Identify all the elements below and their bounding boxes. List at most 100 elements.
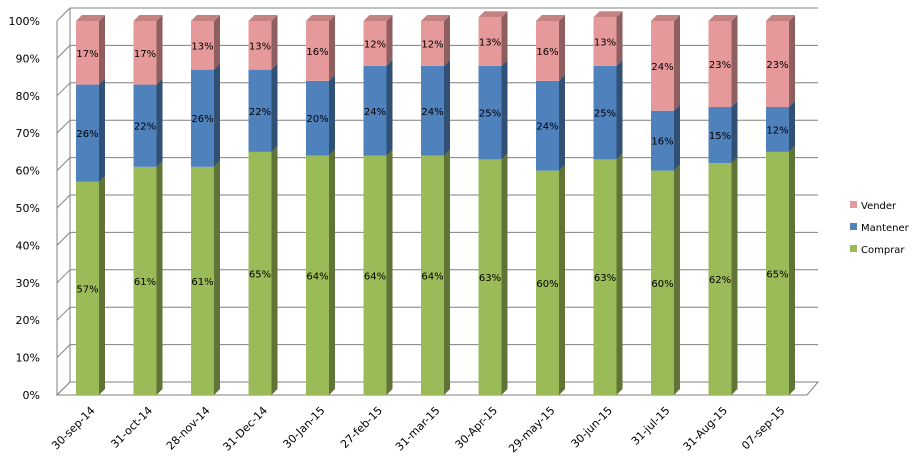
bar-segment-mantener	[593, 65, 617, 160]
bar-segment-mantener	[191, 69, 214, 167]
data-label: 13%	[191, 41, 213, 52]
data-label: 63%	[479, 273, 501, 284]
bar-side-vender	[731, 15, 738, 108]
side-gridline	[56, 194, 71, 209]
bar-side-mantener	[386, 59, 393, 156]
data-label: 12%	[421, 39, 443, 50]
bar-segment-comprar	[306, 155, 329, 395]
x-tick-label: 07-sep-15	[739, 404, 787, 452]
bar-side-mantener	[789, 101, 795, 152]
bar-segment-comprar	[421, 155, 444, 395]
bar-top	[593, 11, 623, 18]
bar-side-comprar	[559, 164, 565, 395]
legend-swatch-mantener	[850, 223, 857, 230]
bar-side-comprar	[444, 149, 450, 395]
bar-side-mantener	[501, 59, 508, 160]
y-tick-label: 0%	[23, 389, 40, 402]
side-gridline	[56, 157, 71, 171]
bar-side-mantener	[559, 74, 565, 171]
data-label: 65%	[249, 269, 271, 280]
side-gridline	[56, 119, 71, 134]
data-label: 25%	[479, 109, 501, 120]
bar-top	[363, 15, 393, 21]
data-label: 63%	[594, 273, 616, 284]
data-label: 65%	[766, 269, 788, 280]
data-label: 13%	[249, 41, 271, 52]
x-tick-label: 30-Jan-15	[281, 404, 328, 451]
bar-side-vender	[386, 15, 393, 66]
x-tick-label: 29-may-15	[506, 404, 557, 455]
data-label: 62%	[709, 275, 731, 286]
data-label: 12%	[364, 39, 386, 50]
data-label: 22%	[249, 107, 271, 118]
y-tick-label: 50%	[16, 202, 40, 215]
bar-top	[421, 15, 450, 21]
bar-segment-comprar	[766, 151, 789, 395]
data-label: 17%	[134, 49, 156, 60]
data-label: 26%	[76, 129, 98, 140]
side-gridline	[56, 344, 71, 358]
data-label: 16%	[306, 47, 328, 58]
data-label: 20%	[306, 114, 328, 125]
data-label: 23%	[766, 60, 788, 71]
bar-side-mantener	[731, 101, 738, 164]
bar-segment-mantener	[306, 80, 329, 156]
bar-segment-mantener	[421, 65, 444, 156]
legend-swatch-vender	[850, 201, 857, 208]
bar-segment-comprar	[708, 163, 732, 395]
data-label: 13%	[479, 38, 501, 49]
data-label: 22%	[134, 122, 156, 133]
y-tick-label: 30%	[16, 277, 40, 290]
y-tick-label: 90%	[16, 52, 40, 65]
bar-segment-mantener	[478, 65, 502, 160]
data-label: 64%	[421, 271, 443, 282]
data-label: 64%	[306, 271, 328, 282]
data-label: 16%	[536, 47, 558, 58]
bar-side-comprar	[386, 149, 393, 395]
legend: Vender Mantener Comprar	[850, 201, 910, 256]
bar-side-vender	[674, 15, 680, 111]
bar-segment-vender	[306, 21, 329, 81]
bar-side-comprar	[501, 153, 508, 395]
bar-side-mantener	[271, 63, 278, 152]
bar-top	[306, 15, 335, 21]
bar-top	[191, 15, 220, 21]
bar-segment-comprar	[248, 151, 272, 395]
side-gridline	[56, 232, 71, 246]
legend-label-comprar: Comprar	[861, 245, 905, 256]
data-label: 26%	[191, 114, 213, 125]
bar-segment-vender	[708, 21, 732, 108]
y-tick-label: 80%	[16, 90, 40, 103]
bar-segment-mantener	[76, 84, 99, 182]
bar-segment-mantener	[766, 107, 789, 152]
bar-segment-mantener	[651, 110, 674, 171]
data-label: 61%	[191, 277, 213, 288]
bar-segment-comprar	[191, 166, 214, 395]
bar-side-comprar	[616, 153, 623, 395]
bar-side-comprar	[674, 164, 680, 395]
bar-segment-vender	[593, 17, 617, 66]
bar-side-vender	[271, 15, 278, 70]
bar-segment-comprar	[593, 159, 617, 395]
bar-side-vender	[501, 11, 508, 66]
y-tick-label: 20%	[16, 314, 40, 327]
side-gridline	[56, 7, 71, 22]
bar-side-vender	[444, 15, 450, 66]
x-tick-label: 31-Dec-14	[220, 404, 270, 454]
y-tick-labels: 0% 10% 20% 30% 40% 50% 60% 70% 80% 90% 100%	[9, 15, 40, 402]
x-tick-label: 30-sep-14	[49, 404, 97, 452]
side-gridline	[56, 269, 71, 284]
bar-segment-vender	[536, 21, 559, 81]
bar-side-vender	[616, 11, 623, 66]
bar-side-mantener	[156, 78, 163, 167]
bar-top	[536, 15, 565, 21]
side-gridline	[56, 82, 71, 97]
bar-segment-vender	[133, 21, 157, 85]
y-tick-label: 40%	[16, 239, 40, 252]
bar-side-comprar	[214, 160, 220, 395]
bar-segment-mantener	[248, 69, 272, 152]
bar-side-vender	[559, 15, 565, 81]
bar-segment-vender	[651, 21, 674, 111]
bar-side-comprar	[789, 145, 795, 395]
bar-segment-vender	[421, 21, 444, 66]
